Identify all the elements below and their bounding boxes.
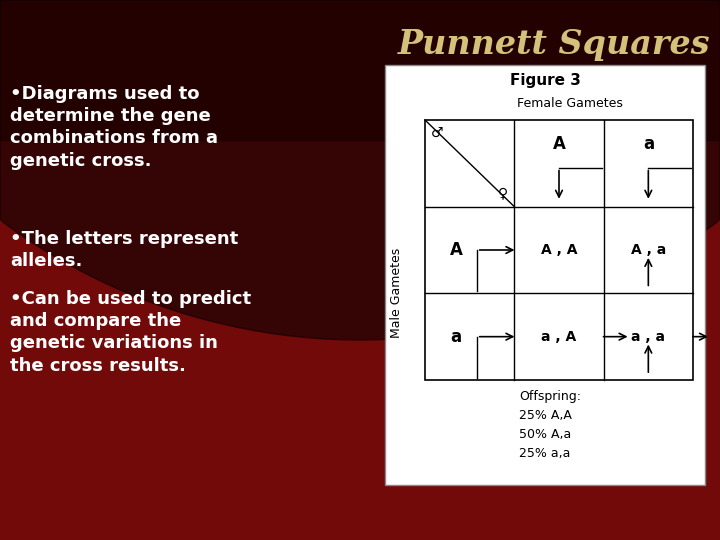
- Text: A: A: [450, 241, 463, 259]
- Text: Figure 3: Figure 3: [510, 73, 580, 88]
- Text: ♀: ♀: [498, 187, 508, 201]
- Text: a: a: [643, 135, 654, 153]
- Text: •The letters represent
alleles.: •The letters represent alleles.: [10, 230, 238, 270]
- Text: Female Gametes: Female Gametes: [517, 97, 623, 110]
- Text: •Diagrams used to
determine the gene
combinations from a
genetic cross.: •Diagrams used to determine the gene com…: [10, 85, 218, 170]
- Text: ♂: ♂: [431, 126, 444, 140]
- Text: •Can be used to predict
and compare the
genetic variations in
the cross results.: •Can be used to predict and compare the …: [10, 290, 251, 375]
- Text: Punnett Squares: Punnett Squares: [397, 28, 710, 61]
- Polygon shape: [0, 0, 720, 340]
- Polygon shape: [0, 0, 720, 140]
- Text: Offspring:
25% A,A
50% A,a
25% a,a: Offspring: 25% A,A 50% A,a 25% a,a: [519, 390, 582, 460]
- Bar: [385, 65, 705, 485]
- Text: A , a: A , a: [631, 243, 666, 257]
- Text: A: A: [552, 135, 565, 153]
- Text: a: a: [451, 328, 462, 346]
- Text: A , A: A , A: [541, 243, 577, 257]
- Text: a , a: a , a: [631, 329, 665, 343]
- Text: a , A: a , A: [541, 329, 577, 343]
- Text: Male Gametes: Male Gametes: [390, 248, 403, 339]
- Bar: [425, 120, 693, 380]
